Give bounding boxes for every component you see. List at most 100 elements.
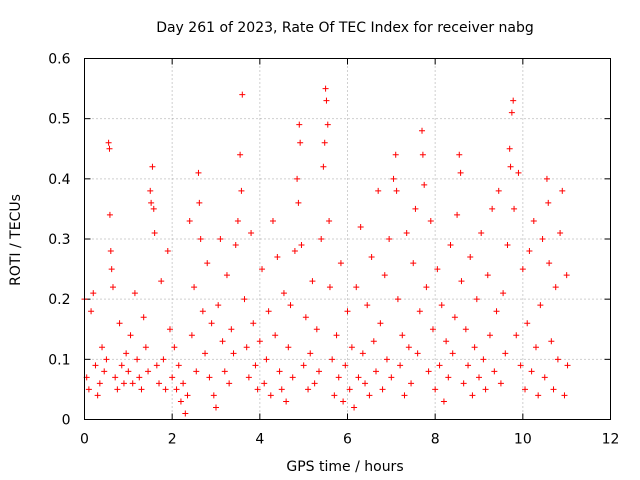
data-point — [425, 368, 432, 375]
data-point — [219, 338, 226, 345]
data-point — [530, 217, 537, 224]
data-point — [265, 308, 272, 315]
data-point — [302, 314, 309, 321]
chart-marks — [81, 85, 571, 417]
data-point — [184, 392, 191, 399]
data-point — [311, 380, 318, 387]
data-point — [267, 392, 274, 399]
data-point — [298, 242, 305, 249]
data-point — [386, 236, 393, 242]
x-axis-label: GPS time / hours — [286, 459, 403, 475]
data-point — [278, 386, 285, 393]
y-tick-label: 0 — [62, 413, 71, 429]
data-point — [399, 332, 406, 339]
data-point — [326, 217, 333, 224]
data-point — [243, 344, 250, 351]
data-point — [125, 368, 132, 375]
data-point — [557, 229, 564, 236]
data-point — [160, 356, 167, 363]
data-point — [107, 248, 114, 255]
data-point — [217, 236, 224, 242]
data-point — [458, 278, 465, 285]
data-point — [528, 368, 535, 375]
data-point — [359, 350, 366, 357]
data-point — [340, 398, 347, 405]
data-point — [440, 398, 447, 405]
data-point — [482, 386, 489, 393]
data-point — [186, 217, 193, 224]
data-point — [123, 350, 130, 357]
data-point — [114, 386, 121, 393]
data-point — [191, 284, 198, 291]
plot-area-frame — [84, 58, 611, 420]
data-point — [546, 260, 553, 267]
data-point — [381, 272, 388, 279]
data-point — [348, 344, 355, 351]
x-tick-label: 0 — [80, 432, 89, 448]
y-tick-label: 0.2 — [48, 292, 70, 308]
data-point — [134, 356, 141, 363]
data-point — [320, 163, 327, 170]
data-point — [322, 85, 329, 92]
data-point — [502, 350, 509, 357]
data-point — [202, 350, 209, 357]
data-point — [323, 97, 330, 104]
data-point — [465, 362, 472, 369]
data-point — [539, 236, 546, 242]
data-point — [324, 121, 331, 128]
data-point — [140, 314, 147, 321]
data-point — [213, 404, 219, 411]
data-point — [307, 350, 314, 357]
y-tick-label: 0.5 — [48, 112, 70, 128]
data-point — [462, 326, 469, 333]
data-point — [313, 326, 320, 333]
data-point — [156, 380, 163, 387]
data-point — [451, 314, 458, 321]
data-point — [445, 374, 452, 381]
data-point — [90, 290, 97, 297]
data-point — [495, 187, 502, 194]
chart-gridlines — [84, 58, 611, 420]
x-tick-label: 12 — [602, 432, 620, 448]
data-point — [421, 181, 428, 188]
data-point — [449, 350, 456, 357]
data-point — [390, 175, 397, 182]
data-point — [272, 332, 279, 339]
data-point — [414, 350, 421, 357]
data-point — [210, 392, 217, 399]
data-point — [484, 272, 491, 279]
data-point — [112, 374, 119, 381]
data-point — [215, 302, 222, 309]
data-point — [564, 362, 571, 369]
data-point — [454, 211, 461, 218]
data-point — [105, 139, 112, 146]
data-point — [467, 254, 474, 261]
data-point — [230, 350, 237, 357]
data-point — [283, 398, 290, 405]
data-point — [173, 386, 180, 393]
data-point — [116, 320, 123, 327]
data-point — [261, 380, 268, 387]
x-tick-label: 10 — [514, 432, 532, 448]
data-point — [377, 320, 384, 327]
data-point — [443, 338, 450, 345]
data-point — [438, 302, 445, 309]
data-point — [333, 332, 340, 339]
data-point — [120, 380, 127, 387]
data-point — [309, 278, 316, 285]
data-point — [447, 242, 454, 249]
data-point — [276, 368, 283, 375]
data-point — [493, 308, 500, 315]
data-point — [552, 284, 559, 291]
data-point — [166, 326, 173, 333]
data-point — [497, 380, 504, 387]
data-point — [237, 151, 244, 158]
data-point — [375, 187, 382, 194]
data-point — [515, 169, 522, 176]
data-point — [162, 386, 169, 393]
data-point — [491, 368, 498, 375]
data-point — [321, 139, 328, 146]
data-point — [419, 151, 426, 158]
